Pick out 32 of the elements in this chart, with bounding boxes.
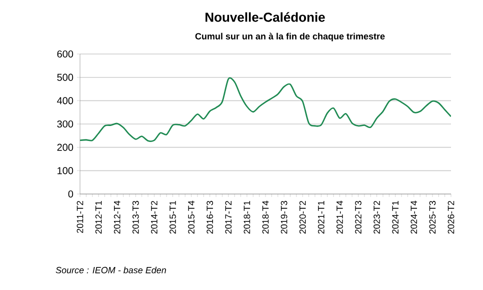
x-tick-label: 2013-T3	[132, 200, 139, 234]
x-tick-label: 2017-T2	[225, 200, 232, 234]
y-tick-label: 100	[58, 167, 74, 174]
y-tick-label: 0	[68, 190, 74, 198]
x-tick-label: 2012-T4	[114, 200, 120, 234]
y-tick-label: 200	[57, 144, 74, 151]
y-tick-label: 400	[57, 97, 74, 104]
x-tick-label: 2022-T3	[355, 200, 362, 234]
x-tick-label: 2021-T4	[336, 200, 343, 234]
x-tick-label: 2025-T3	[429, 200, 436, 234]
x-tick-label: 2012-T1	[95, 200, 102, 234]
x-tick-label: 2015-T4	[188, 200, 194, 234]
x-tick-label: 2015-T1	[170, 200, 176, 234]
x-tick-label: 2020-T2	[299, 200, 306, 234]
x-tick-label: 2011-T2	[76, 200, 84, 233]
x-tick-label: 2026-T2	[448, 200, 454, 234]
line-series	[80, 78, 451, 142]
chart-subtitle: Cumul sur un an à la fin de chaque trimestre	[195, 32, 385, 42]
source-note: Source : IEOM - base Eden	[56, 266, 166, 274]
y-tick-label: 500	[57, 74, 74, 81]
x-tick-label: 2021-T1	[318, 200, 324, 234]
chart-title: Nouvelle-Calédonie	[206, 12, 325, 22]
x-tick-label: 2014-T2	[151, 200, 158, 234]
y-tick-label: 600	[57, 50, 74, 58]
x-tick-label: 2024-T1	[392, 200, 399, 234]
x-tick-label: 2016-T3	[206, 200, 214, 234]
x-tick-label: 2023-T2	[374, 200, 380, 234]
x-tick-label: 2018-T1	[244, 200, 250, 234]
x-tick-label: 2024-T4	[410, 200, 418, 234]
x-tick-label: 2019-T3	[280, 200, 288, 234]
y-tick-label: 300	[57, 120, 74, 128]
x-tick-label: 2018-T4	[262, 200, 269, 234]
